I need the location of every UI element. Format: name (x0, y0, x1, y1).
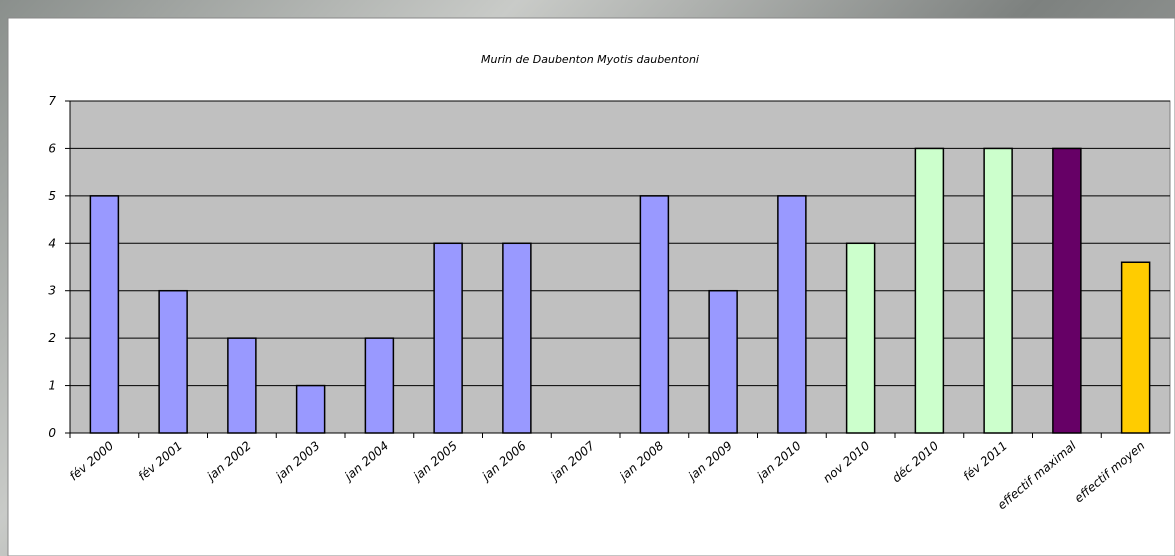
bar (159, 291, 187, 433)
bar (228, 338, 256, 433)
chart: Murin de Daubenton Myotis daubentoni 0 1 2… (0, 0, 1175, 556)
bar (365, 338, 393, 433)
bar (640, 196, 668, 433)
y-tick-label: 3 (48, 284, 56, 298)
y-tick-label: 4 (48, 236, 56, 250)
bar (709, 291, 737, 433)
chart-title: Murin de Daubenton Myotis daubentoni (481, 53, 699, 66)
y-tick-label: 6 (48, 141, 56, 155)
y-tick-label: 7 (48, 94, 56, 108)
y-tick-label: 5 (48, 189, 56, 203)
bar (984, 148, 1012, 433)
y-tick-label: 1 (48, 379, 56, 393)
y-tick-label: 0 (48, 426, 56, 440)
bar (434, 243, 462, 433)
bar (915, 148, 943, 433)
bar (503, 243, 531, 433)
bar (1053, 148, 1081, 433)
bar (1122, 262, 1150, 433)
bar (847, 243, 875, 433)
bar (90, 196, 118, 433)
bar (778, 196, 806, 433)
bar (297, 386, 325, 433)
y-tick-label: 2 (48, 331, 56, 345)
